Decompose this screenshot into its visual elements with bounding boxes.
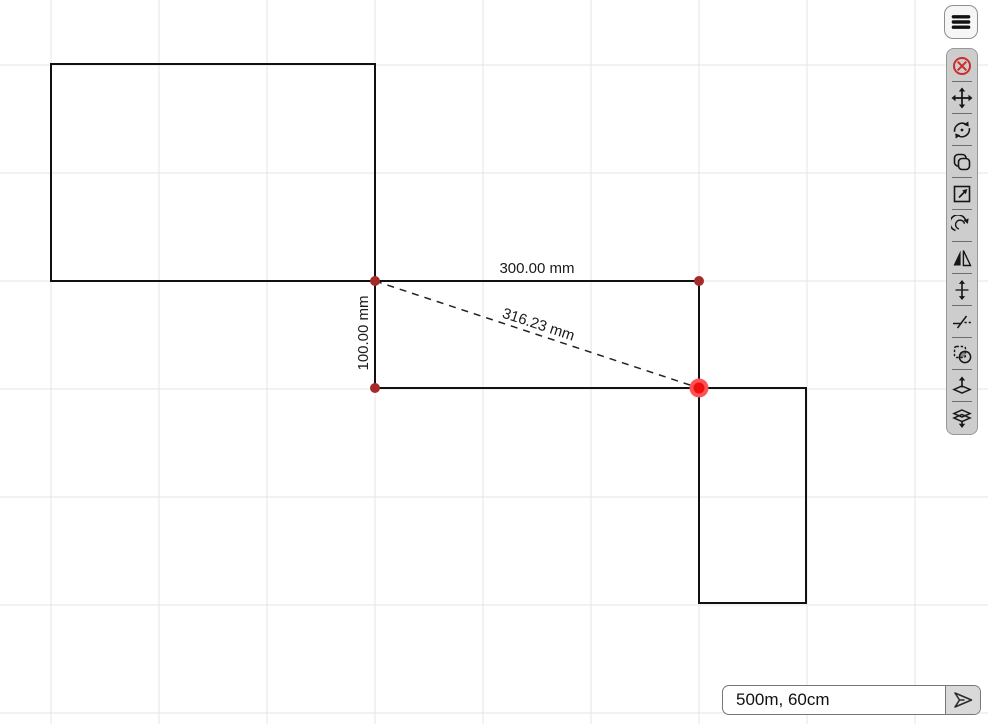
vertex-handle[interactable] — [370, 276, 380, 286]
vertex-handle[interactable] — [694, 276, 704, 286]
delete-icon — [953, 56, 971, 75]
toolbar-divider — [952, 145, 972, 146]
toolbar-divider — [952, 401, 972, 402]
mirror-icon — [953, 249, 972, 266]
main-menu-button[interactable] — [944, 5, 978, 39]
layer-down-icon — [952, 408, 972, 428]
rectangle-shape-selected[interactable] — [374, 280, 700, 389]
move-icon — [951, 87, 973, 108]
send-button[interactable] — [945, 686, 980, 714]
command-bar — [722, 685, 981, 715]
command-input[interactable] — [723, 686, 945, 714]
rectangle-shape-tall[interactable] — [698, 387, 807, 604]
toolbar-divider — [952, 209, 972, 210]
vertex-handle[interactable] — [370, 383, 380, 393]
toolbar-divider — [952, 273, 972, 274]
tool-palette — [946, 48, 978, 435]
rotate-icon — [953, 120, 971, 139]
tool-layer-down[interactable] — [947, 402, 977, 433]
tool-duplicate[interactable] — [947, 146, 977, 177]
tool-rotate-copy[interactable] — [947, 210, 977, 241]
vertex-handle-selected[interactable] — [689, 378, 709, 398]
height-dimension-label: 100.00 mm — [355, 295, 372, 370]
diagonal-measure-line — [374, 280, 700, 389]
tool-trim[interactable] — [947, 306, 977, 337]
boolean-intersect-icon — [953, 345, 972, 363]
tool-stretch-vertical[interactable] — [947, 274, 977, 305]
rotate-copy-icon — [951, 214, 969, 231]
trim-icon — [953, 315, 972, 328]
diagonal-dimension-label: 316.23 mm — [500, 305, 577, 345]
tool-scale[interactable] — [947, 178, 977, 209]
tool-boolean-intersect[interactable] — [947, 338, 977, 369]
toolbar-divider — [952, 369, 972, 370]
layer-up-icon — [952, 376, 972, 394]
toolbar-divider — [952, 113, 972, 114]
tool-move[interactable] — [947, 82, 977, 113]
toolbar-divider — [952, 305, 972, 306]
tool-mirror[interactable] — [947, 242, 977, 273]
tool-layer-up[interactable] — [947, 370, 977, 401]
tool-delete[interactable] — [947, 50, 977, 81]
scale-icon — [953, 185, 971, 202]
toolbar-divider — [952, 337, 972, 338]
tool-rotate[interactable] — [947, 114, 977, 145]
toolbar-divider — [952, 81, 972, 82]
rectangle-shape-large[interactable] — [50, 63, 376, 282]
hamburger-menu-icon — [951, 15, 971, 29]
send-icon — [954, 692, 973, 708]
toolbar-divider — [952, 177, 972, 178]
stretch-vertical-icon — [955, 279, 969, 300]
duplicate-icon — [953, 153, 971, 170]
toolbar-divider — [952, 241, 972, 242]
width-dimension-label: 300.00 mm — [499, 260, 574, 277]
